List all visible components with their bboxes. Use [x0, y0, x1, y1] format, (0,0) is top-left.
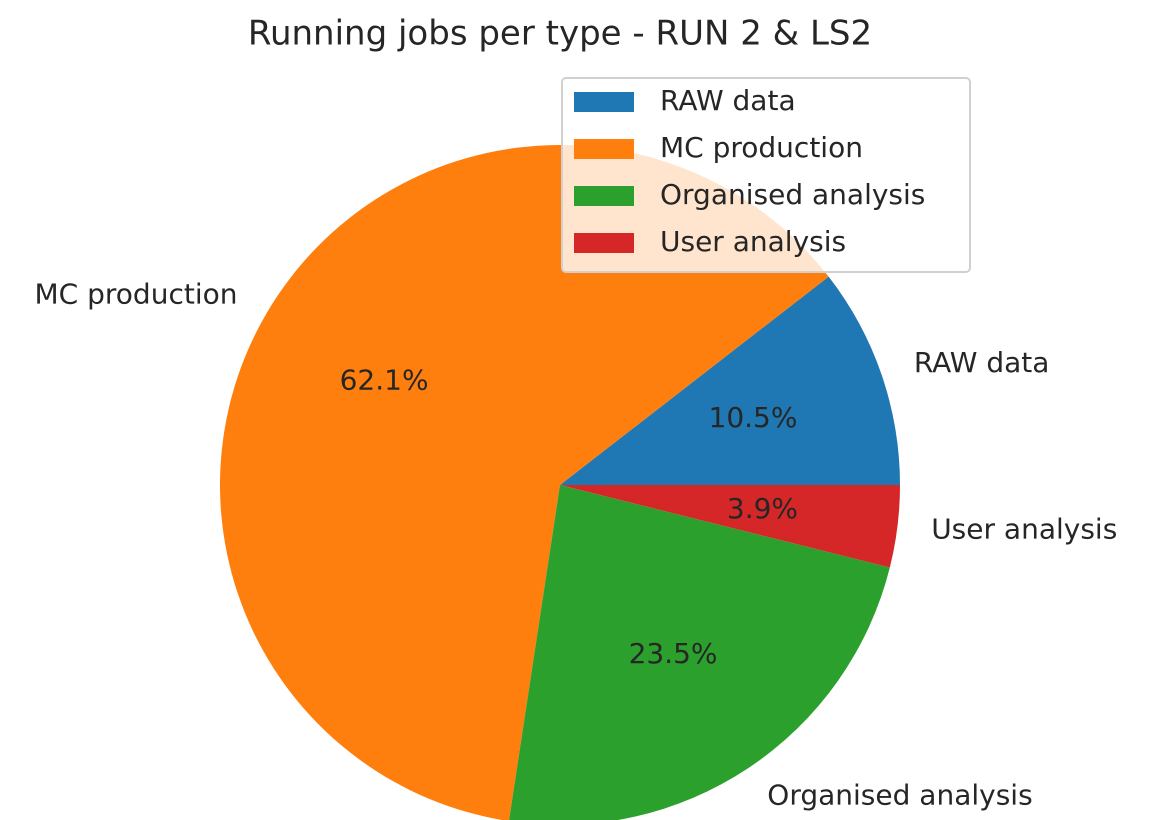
chart-title: Running jobs per type - RUN 2 & LS2: [248, 14, 872, 54]
pie-slice: [220, 145, 829, 820]
pie-slice: [560, 276, 900, 485]
pie-slice: [560, 485, 901, 568]
legend-swatch: [574, 92, 634, 112]
slice-label: RAW data: [914, 346, 1050, 379]
percent-label: 23.5%: [629, 637, 718, 670]
slice-label: MC production: [35, 278, 238, 311]
legend-box: [561, 77, 971, 273]
percent-label: 10.5%: [709, 401, 798, 434]
legend-label: MC production: [660, 131, 863, 164]
percent-label: 3.9%: [727, 492, 798, 525]
percent-label: 62.1%: [340, 364, 429, 397]
legend-swatch: [574, 139, 634, 159]
legend: RAW data MC production Organised analysis U…: [561, 77, 971, 273]
legend-label: User analysis: [660, 225, 846, 258]
legend-swatch: [574, 186, 634, 206]
slice-label: User analysis: [931, 513, 1117, 546]
slice-label: Organised analysis: [767, 778, 1032, 811]
pie-slice: [509, 485, 890, 820]
legend-label: RAW data: [660, 84, 796, 117]
legend-swatch: [574, 233, 634, 253]
legend-label: Organised analysis: [660, 178, 925, 211]
